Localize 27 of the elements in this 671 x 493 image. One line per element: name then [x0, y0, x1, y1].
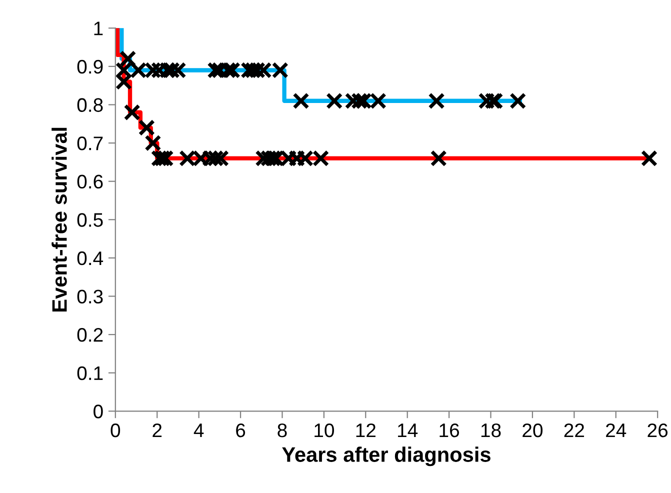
x-tick-label: 4 — [194, 424, 204, 438]
y-tick-label: 0.8 — [77, 98, 103, 112]
x-tick-label: 20 — [522, 423, 543, 438]
x-axis-title: Years after diagnosis — [282, 446, 490, 466]
x-tick-label: 24 — [606, 423, 626, 438]
x-tick-label: 2 — [152, 423, 162, 438]
y-tick-label: 0.2 — [77, 328, 103, 342]
x-tick-label: 10 — [314, 423, 334, 438]
y-tick-label: 1 — [94, 22, 103, 36]
x-tick-label: 8 — [278, 423, 287, 438]
y-tick-label: 0 — [94, 404, 103, 418]
y-tick-label: 0.1 — [77, 366, 103, 380]
x-tick-label: 0 — [110, 423, 120, 438]
x-tick-label: 18 — [481, 423, 501, 438]
y-axis-title: Event-free survival — [52, 128, 67, 312]
y-tick-label: 0.7 — [77, 136, 103, 150]
y-tick-label: 0.6 — [77, 174, 103, 189]
y-tick-label: 0.5 — [77, 213, 103, 227]
x-tick-label: 12 — [356, 423, 376, 438]
x-tick-label: 14 — [398, 424, 418, 438]
y-tick-label: 0.4 — [77, 251, 104, 266]
y-tick-label: 0.3 — [77, 290, 103, 304]
x-tick-label: 16 — [440, 423, 460, 438]
y-tick-label: 0.9 — [77, 60, 103, 74]
x-tick-label: 22 — [564, 423, 584, 438]
x-tick-label: 6 — [236, 423, 246, 438]
x-tick-label: 26 — [648, 423, 668, 438]
